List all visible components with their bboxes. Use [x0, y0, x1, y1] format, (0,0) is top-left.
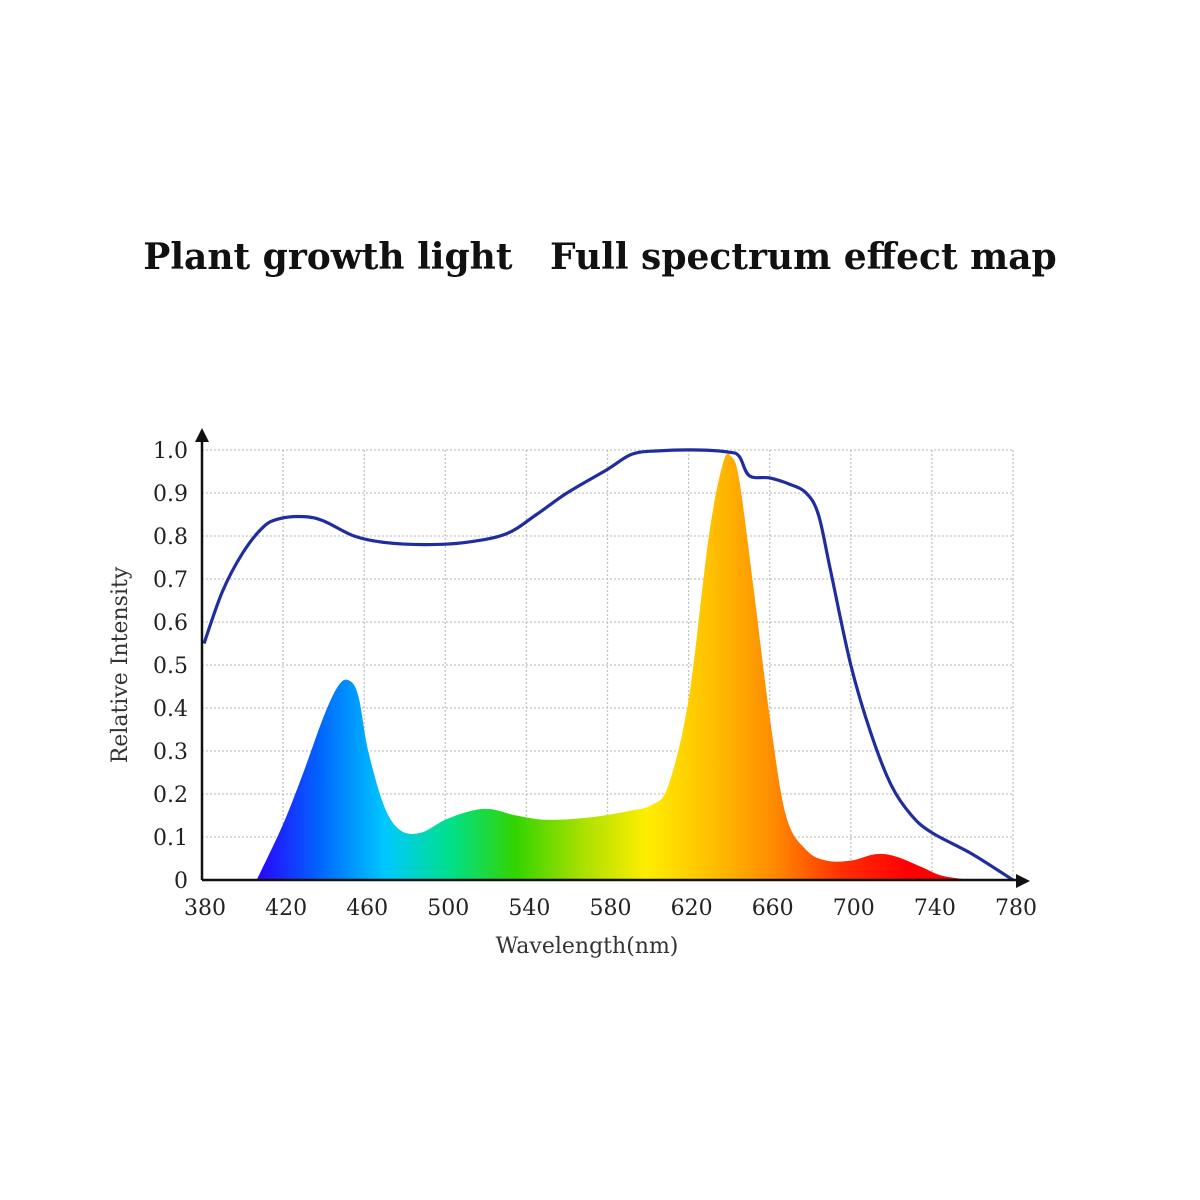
line-layer	[202, 448, 1014, 882]
y-axis-arrow	[195, 428, 209, 442]
chart-title: Plant growth light Full spectrum effect …	[143, 236, 1057, 278]
y-tick-label: 0.6	[153, 611, 188, 636]
y-tick-label: 0.4	[153, 697, 188, 722]
x-tick-label: 620	[671, 896, 713, 921]
absorption-line	[202, 448, 1014, 882]
y-tick-label: 0.9	[153, 482, 188, 507]
y-tick-label: 0.1	[153, 826, 188, 851]
axes	[195, 428, 1030, 888]
x-tick-labels: 380 420 460 500 540 580 620 660 700 740 780	[184, 896, 1037, 921]
spectrum-area	[256, 453, 973, 880]
y-tick-label: 0	[174, 869, 188, 894]
x-tick-label: 500	[427, 896, 469, 921]
x-tick-label: 700	[833, 896, 875, 921]
x-tick-label: 420	[265, 896, 307, 921]
y-tick-label: 0.7	[153, 568, 188, 593]
y-tick-labels: 0 0.1 0.2 0.3 0.4 0.5 0.6 0.7 0.8 0.9 1.0	[153, 439, 188, 894]
y-tick-label: 1.0	[153, 439, 188, 464]
y-tick-label: 0.3	[153, 740, 188, 765]
x-tick-label: 740	[914, 896, 956, 921]
area-layer	[256, 453, 973, 880]
y-axis-label: Relative Intensity	[108, 566, 133, 763]
y-tick-label: 0.8	[153, 525, 188, 550]
y-tick-label: 0.5	[153, 654, 188, 679]
x-tick-label: 460	[346, 896, 388, 921]
x-tick-label: 580	[590, 896, 632, 921]
x-axis-arrow	[1016, 874, 1030, 888]
x-tick-label: 780	[995, 896, 1037, 921]
x-tick-label: 540	[508, 896, 550, 921]
y-tick-label: 0.2	[153, 783, 188, 808]
x-tick-label: 660	[752, 896, 794, 921]
x-tick-label: 380	[184, 896, 226, 921]
x-axis-label: Wavelength(nm)	[496, 934, 679, 959]
